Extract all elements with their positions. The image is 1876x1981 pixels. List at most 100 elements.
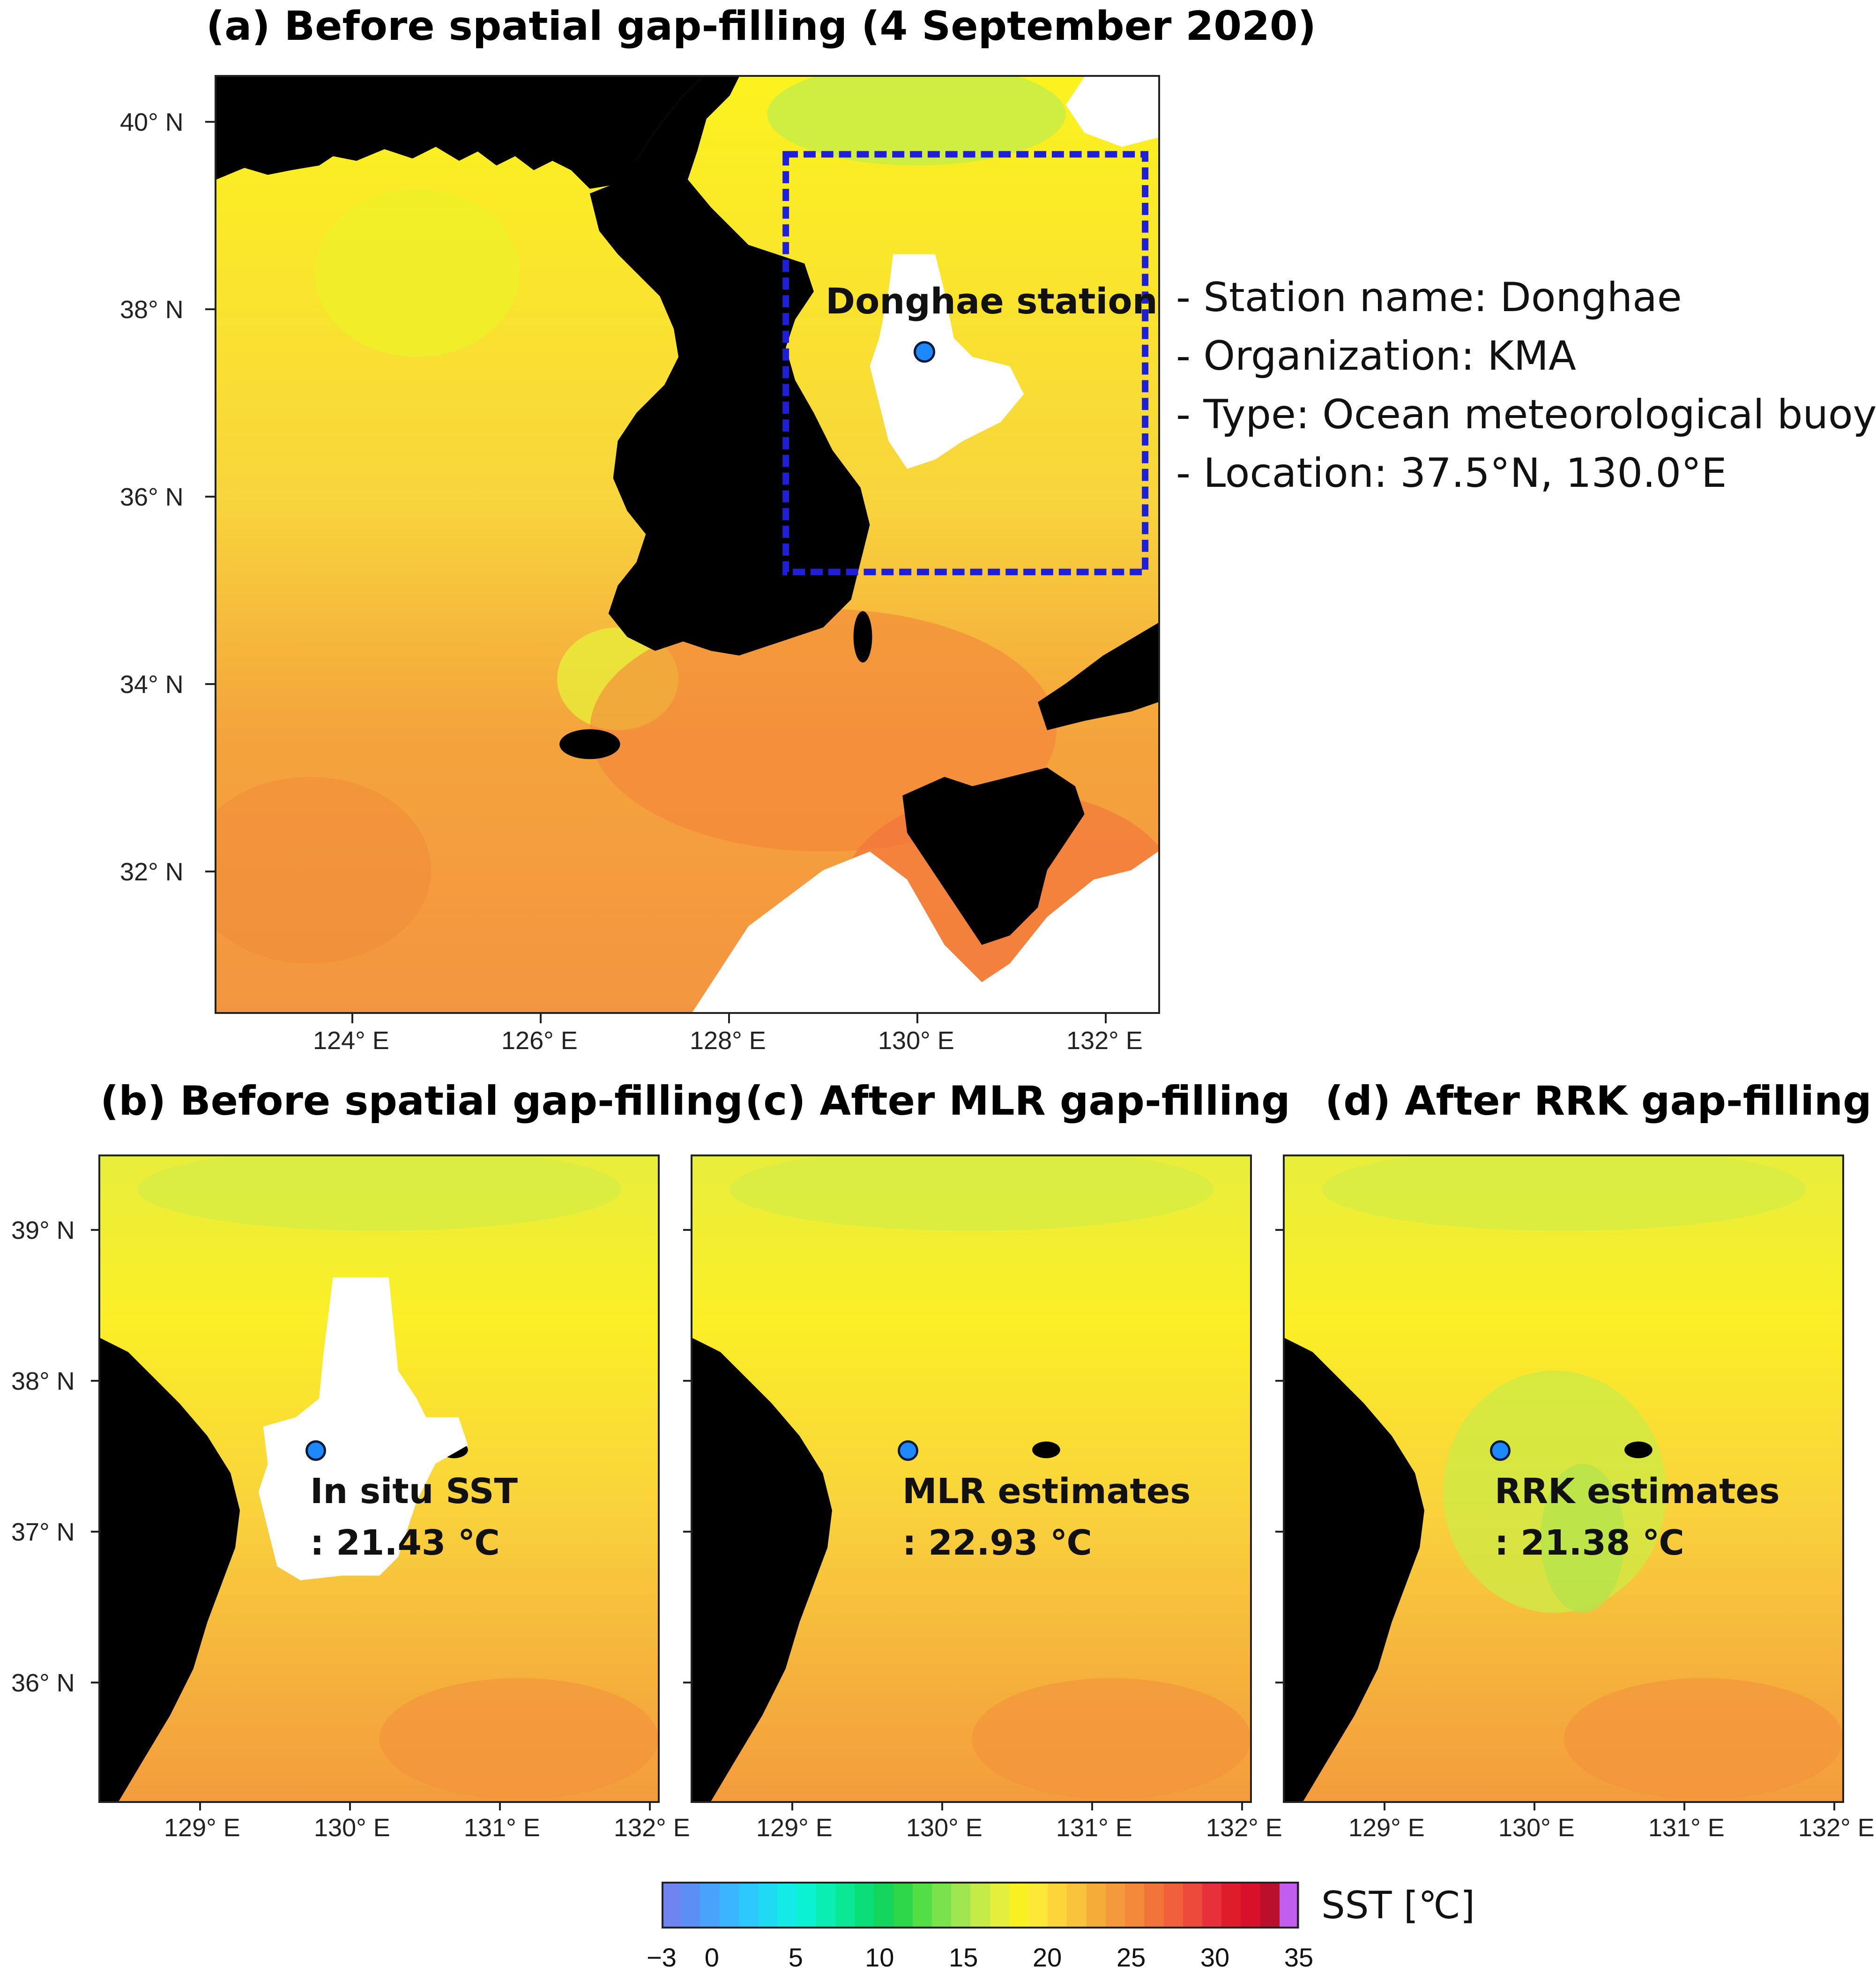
panel-d-sst-field — [1285, 1156, 1842, 1801]
station-info-type: - Type: Ocean meteorological buoy — [1176, 391, 1876, 438]
colorbar-frame — [662, 1882, 1299, 1929]
small-y-tick: 37° N — [11, 1518, 75, 1546]
colorbar-bin — [1009, 1882, 1029, 1929]
panel-c-label-line2: : 22.93 ℃ — [902, 1523, 1092, 1563]
small-x-tick: 129° E — [164, 1814, 240, 1842]
colorbar-bin — [1086, 1882, 1106, 1929]
small-x-tickmark — [791, 1803, 793, 1810]
panel-a-y-tickmark — [205, 121, 215, 123]
small-y-tickmark — [1275, 1380, 1283, 1382]
small-x-tick: 129° E — [1348, 1814, 1425, 1842]
small-x-tick: 131° E — [1056, 1814, 1132, 1842]
small-y-tick: 38° N — [11, 1367, 75, 1395]
small-x-tickmark — [349, 1803, 351, 1810]
panel-b-label-line1: In situ SST — [310, 1471, 518, 1512]
china-land — [216, 77, 702, 189]
small-y-tickmark — [683, 1229, 691, 1231]
small-x-tickmark — [941, 1803, 943, 1810]
colorbar-tick-label: −3 — [647, 1943, 677, 1972]
small-x-tick: 132° E — [1206, 1814, 1282, 1842]
panel-d-map — [1283, 1154, 1844, 1803]
small-x-tickmark — [649, 1803, 651, 1810]
colorbar-bin — [1144, 1882, 1164, 1929]
panel-c-label-line1: MLR estimates — [902, 1471, 1191, 1512]
small-x-tick: 131° E — [464, 1814, 540, 1842]
small-x-tick: 130° E — [314, 1814, 390, 1842]
small-x-tickmark — [1384, 1803, 1385, 1810]
panel-a-x-tick: 128° E — [690, 1027, 766, 1055]
small-x-tickmark — [1534, 1803, 1535, 1810]
colorbar-bin — [662, 1882, 682, 1929]
colorbar-bin — [835, 1882, 856, 1929]
small-y-tickmark — [91, 1682, 98, 1683]
small-y-tick: 36° N — [11, 1669, 75, 1697]
small-x-tick: 129° E — [756, 1814, 833, 1842]
colorbar-bin — [719, 1882, 739, 1929]
small-y-tickmark — [683, 1531, 691, 1533]
small-x-tick: 131° E — [1648, 1814, 1725, 1842]
japan-land — [1038, 623, 1158, 730]
colorbar-bin — [1048, 1882, 1068, 1929]
colorbar-bin — [951, 1882, 971, 1929]
tsushima-island — [853, 611, 872, 663]
colorbar-bin — [797, 1882, 817, 1929]
panel-a-x-tick: 132° E — [1066, 1027, 1143, 1055]
colorbar-bin — [1105, 1882, 1126, 1929]
panel-d-title: (d) After RRK gap-filling — [1325, 1078, 1872, 1125]
small-y-tickmark — [1275, 1229, 1283, 1231]
colorbar-tick-label: 20 — [1033, 1943, 1062, 1972]
panel-b-title: (b) Before spatial gap-filling — [100, 1078, 743, 1125]
panel-a-y-tick: 32° N — [120, 858, 184, 886]
panel-a-x-tickmark — [1105, 1014, 1107, 1023]
colorbar-bin — [1163, 1882, 1184, 1929]
colorbar-bin — [1260, 1882, 1280, 1929]
colorbar-title: SST [℃] — [1321, 1884, 1475, 1927]
panel-a-station-marker — [914, 341, 935, 363]
colorbar-bin — [1279, 1882, 1299, 1929]
small-x-tickmark — [499, 1803, 501, 1810]
colorbar-tick-label: 0 — [704, 1943, 719, 1972]
station-info-name: - Station name: Donghae — [1176, 274, 1682, 321]
small-x-tick: 132° E — [1798, 1814, 1875, 1842]
panel-a-y-tick: 38° N — [120, 296, 184, 324]
colorbar-tick-label: 15 — [949, 1943, 978, 1972]
small-x-tickmark — [1683, 1803, 1685, 1810]
small-x-tickmark — [1241, 1803, 1243, 1810]
colorbar-bin — [855, 1882, 875, 1929]
colorbar-tick-label: 25 — [1116, 1943, 1146, 1972]
panel-a-y-tick: 40° N — [120, 108, 184, 136]
small-x-tick: 132° E — [614, 1814, 690, 1842]
colorbar-bin — [758, 1882, 778, 1929]
colorbar-bin — [738, 1882, 759, 1929]
panel-a-y-tickmark — [205, 871, 215, 872]
small-y-tickmark — [1275, 1531, 1283, 1533]
small-y-tick: 39° N — [11, 1216, 75, 1244]
gap-region-south — [692, 851, 1158, 1012]
colorbar-tick-label: 5 — [788, 1943, 803, 1972]
gap-region-north — [1065, 77, 1158, 147]
colorbar-bin — [1125, 1882, 1145, 1929]
small-x-tick: 130° E — [906, 1814, 983, 1842]
small-y-tickmark — [683, 1380, 691, 1382]
station-info-location: - Location: 37.5°N, 130.0°E — [1176, 450, 1727, 497]
colorbar-bin — [990, 1882, 1010, 1929]
panel-a-x-tickmark — [916, 1014, 918, 1023]
gap-region-a — [870, 254, 1024, 469]
colorbar-bin — [893, 1882, 913, 1929]
panel-a-x-tick: 126° E — [501, 1027, 578, 1055]
colorbar-bin — [1241, 1882, 1261, 1929]
colorbar-bin — [1202, 1882, 1222, 1929]
small-y-tickmark — [1275, 1682, 1283, 1683]
colorbar-bin — [912, 1882, 932, 1929]
panel-a-y-tickmark — [205, 496, 215, 498]
small-x-tickmark — [199, 1803, 201, 1810]
colorbar-bin — [700, 1882, 720, 1929]
panel-a-x-tickmark — [728, 1014, 730, 1023]
jeju-island — [559, 729, 620, 760]
panel-a-station-label: Donghae station — [826, 280, 1158, 322]
small-y-tickmark — [91, 1531, 98, 1533]
panel-d-label-line2: : 21.38 ℃ — [1495, 1523, 1684, 1563]
small-y-tickmark — [683, 1682, 691, 1683]
colorbar-bin — [874, 1882, 894, 1929]
colorbar-tick-label: 30 — [1200, 1943, 1230, 1972]
